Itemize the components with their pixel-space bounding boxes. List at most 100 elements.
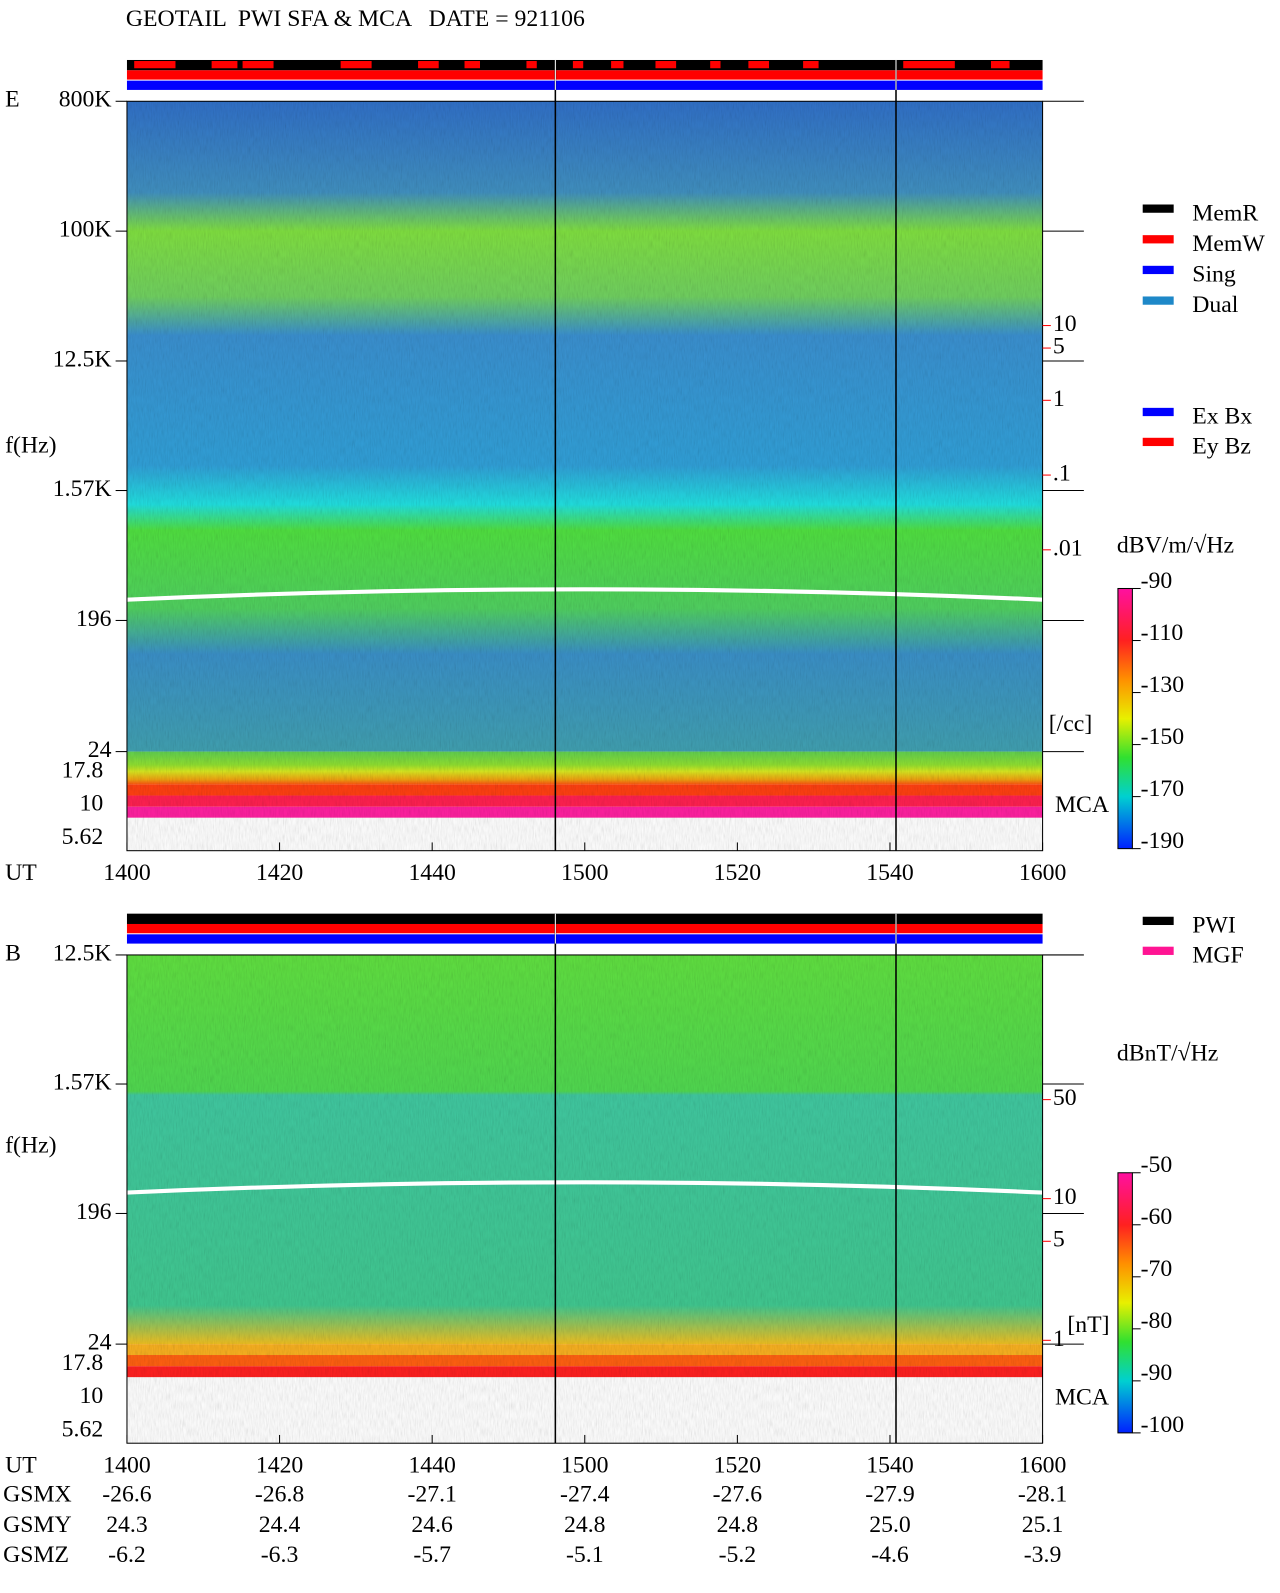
- legend-swatch: [1142, 235, 1174, 244]
- x-axis-label: UT: [5, 1452, 37, 1478]
- y-tick-label: 12.5K: [53, 346, 112, 372]
- status-segment: [340, 61, 372, 69]
- orbit-value: -6.2: [108, 1542, 146, 1568]
- orbit-value: 24.4: [259, 1512, 301, 1538]
- status-bar: [126, 923, 1043, 934]
- x-tick-label: 1500: [561, 860, 608, 886]
- legend-swatch: [1142, 296, 1174, 305]
- status-bar: [126, 934, 1043, 944]
- orbit-value: 24.6: [411, 1512, 453, 1538]
- colorbar-label: dBnT/√Hz: [1117, 1041, 1218, 1067]
- x-tick-label: 1520: [714, 1452, 761, 1478]
- colorbar-tick-label: -90: [1141, 568, 1173, 594]
- y-tick-label: 196: [76, 606, 112, 632]
- y2-tick-label: .1: [1053, 461, 1071, 487]
- colorbar: [1117, 587, 1133, 850]
- x-tick-label: 1440: [408, 860, 455, 886]
- status-segment: [418, 61, 439, 69]
- colorbar-tick-label: -80: [1141, 1308, 1173, 1334]
- colorbar-tick-label: -130: [1141, 672, 1185, 698]
- orbit-value: 24.3: [106, 1512, 148, 1538]
- orbit-value: -27.9: [865, 1481, 914, 1507]
- orbit-value: 24.8: [717, 1512, 759, 1538]
- status-segment: [611, 61, 624, 69]
- legend-swatch: [1142, 265, 1174, 275]
- orbit-value: 24.8: [564, 1512, 606, 1538]
- legend-label: PWI: [1192, 913, 1236, 939]
- x-tick-label: 1400: [103, 860, 150, 886]
- y2-axis-label: [/cc]: [1049, 711, 1092, 737]
- orbit-value: 25.1: [1022, 1512, 1064, 1538]
- colorbar-tick-label: -190: [1141, 828, 1185, 854]
- y2-axis-label: [nT]: [1067, 1312, 1109, 1338]
- x-tick-label: 1440: [408, 1452, 455, 1478]
- orbit-value: -6.3: [261, 1542, 299, 1568]
- status-segment: [990, 61, 1010, 69]
- x-tick-label: 1540: [866, 1452, 913, 1478]
- status-segment: [748, 61, 770, 69]
- colorbar-tick-label: -100: [1141, 1412, 1185, 1438]
- colorbar-tick-label: -90: [1141, 1360, 1173, 1386]
- mca-channel-label: 17.8: [62, 758, 104, 784]
- colorbar-label: dBV/m/√Hz: [1117, 533, 1234, 559]
- y-tick-label: 800K: [59, 87, 112, 113]
- x-tick-label: 1600: [1019, 1452, 1066, 1478]
- y-axis-label: f(Hz): [5, 433, 56, 459]
- legend-swatch: [1142, 204, 1174, 213]
- orbit-label: GSMX: [3, 1481, 72, 1507]
- colorbar-tick-label: -60: [1141, 1204, 1173, 1230]
- colorbar-tick-label: -50: [1141, 1152, 1173, 1178]
- colorbar-tick-label: -170: [1141, 776, 1185, 802]
- legend-swatch: [1142, 946, 1174, 955]
- status-segment: [572, 61, 584, 69]
- orbit-value: -5.2: [719, 1542, 757, 1568]
- y2-tick-label: .01: [1053, 535, 1083, 561]
- panel-label: B: [5, 940, 21, 966]
- status-segment: [655, 61, 677, 69]
- spectrogram-texture: [126, 954, 1043, 1444]
- colorbar: [1117, 1172, 1133, 1434]
- status-segment: [134, 61, 176, 69]
- y2-tick-label: 10: [1053, 311, 1077, 337]
- colorbar-tick-label: -150: [1141, 724, 1185, 750]
- x-tick-label: 1540: [866, 860, 913, 886]
- status-segment: [211, 61, 238, 69]
- legend-swatch: [1142, 407, 1174, 417]
- orbit-label: GSMZ: [3, 1542, 69, 1568]
- panel-label: E: [5, 87, 20, 113]
- x-tick-label: 1420: [256, 860, 303, 886]
- legend-label: Sing: [1192, 262, 1236, 288]
- legend-swatch: [1142, 437, 1174, 447]
- status-bar: [126, 59, 1043, 71]
- x-tick-label: 1600: [1019, 860, 1066, 886]
- x-tick-label: 1400: [103, 1452, 150, 1478]
- status-bar: [126, 913, 1043, 924]
- status-segment: [242, 61, 274, 69]
- colorbar-tick-label: -110: [1141, 620, 1184, 646]
- orbit-value: -3.9: [1024, 1542, 1062, 1568]
- legend-label: Ey Bz: [1192, 434, 1251, 460]
- y2-tick-label: 1: [1053, 1326, 1065, 1352]
- status-bar: [126, 80, 1043, 90]
- y-tick-label: 196: [76, 1199, 112, 1225]
- status-segment: [803, 61, 819, 69]
- status-segment: [710, 61, 721, 69]
- orbit-value: -5.1: [566, 1542, 604, 1568]
- status-segment: [526, 61, 537, 69]
- x-tick-label: 1500: [561, 1452, 608, 1478]
- y2-tick-label: 50: [1053, 1085, 1077, 1111]
- cyclotron-line: [126, 1180, 1043, 1195]
- orbit-value: 25.0: [869, 1512, 911, 1538]
- y2-tick-label: 10: [1053, 1184, 1077, 1210]
- orbit-value: -27.6: [713, 1481, 763, 1507]
- y-tick-label: 100K: [59, 217, 112, 243]
- status-bar: [126, 70, 1043, 80]
- y2-tick-label: 1: [1053, 386, 1065, 412]
- orbit-value: -27.4: [560, 1481, 610, 1507]
- cyclotron-line: [126, 587, 1043, 602]
- mca-channel-label: 5.62: [62, 1416, 104, 1442]
- legend-label: MGF: [1192, 942, 1243, 968]
- legend-label: Dual: [1192, 292, 1239, 318]
- legend-label: MemR: [1192, 200, 1258, 226]
